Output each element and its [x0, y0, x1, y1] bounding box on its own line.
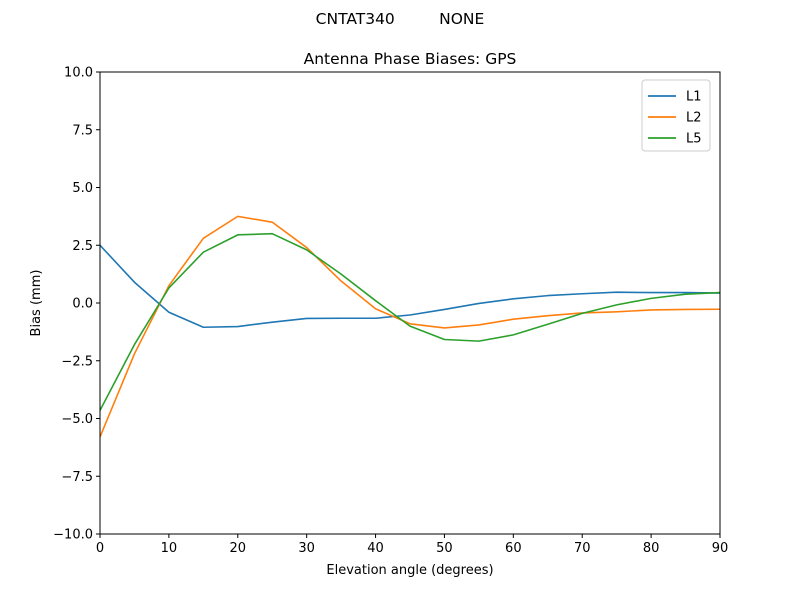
- y-tick-label: 10.0: [64, 66, 93, 81]
- legend-box: [641, 79, 711, 152]
- x-tick-label: 70: [574, 541, 591, 556]
- x-tick-label: 40: [367, 541, 384, 556]
- x-axis: 0 10 20 30 40 50 60 70 80 90: [96, 534, 728, 556]
- x-tick-label: 60: [505, 541, 522, 556]
- series-line-l2: [100, 215, 720, 438]
- x-tick-label: 20: [230, 541, 247, 556]
- y-tick-label: −2.5: [61, 354, 93, 369]
- x-tick-label: 0: [96, 541, 104, 556]
- series-line-l1: [100, 244, 720, 329]
- y-tick-label: 0.0: [72, 297, 93, 312]
- x-tick-label: 10: [161, 541, 178, 556]
- figure-suptitle: CNTAT340 NONE: [316, 10, 485, 28]
- series-layer: [100, 215, 720, 438]
- chart-title: Antenna Phase Biases: GPS: [304, 50, 517, 68]
- x-tick-label: 90: [712, 541, 729, 556]
- legend-label: L2: [686, 111, 702, 126]
- x-tick-label: 30: [298, 541, 315, 556]
- y-tick-label: −10.0: [53, 528, 93, 543]
- legend-label: L1: [686, 90, 702, 105]
- legend: L1 L2 L5: [641, 79, 711, 152]
- y-tick-label: −5.0: [61, 412, 93, 427]
- x-tick-label: 50: [436, 541, 453, 556]
- y-tick-label: 7.5: [72, 123, 93, 138]
- legend-label: L5: [686, 132, 702, 147]
- y-tick-label: 5.0: [72, 181, 93, 196]
- y-tick-label: 2.5: [72, 239, 93, 254]
- series-line-l5: [100, 232, 720, 411]
- x-axis-label: Elevation angle (degrees): [326, 563, 493, 578]
- y-axis: −10.0 −7.5 −5.0 −2.5 0.0 2.5 5.0 7.5 10.0: [53, 66, 100, 543]
- y-tick-label: −7.5: [61, 470, 93, 485]
- y-axis-label: Bias (mm): [29, 270, 44, 337]
- x-tick-label: 80: [643, 541, 660, 556]
